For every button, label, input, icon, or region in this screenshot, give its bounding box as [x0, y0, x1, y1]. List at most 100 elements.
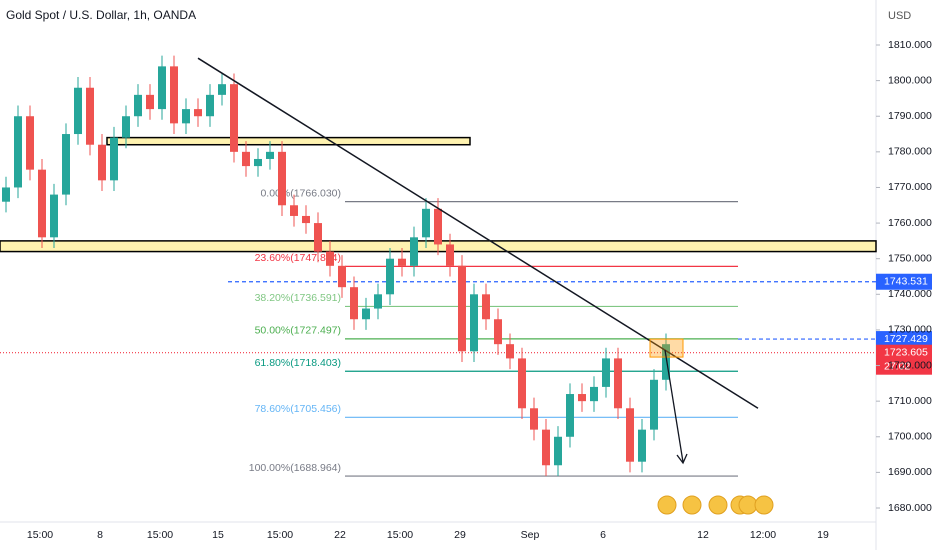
- y-tick-label: 1680.000: [888, 502, 932, 514]
- fib-label: 0.00%(1766.030): [260, 187, 341, 199]
- candle-body: [266, 151, 274, 159]
- y-tick-label: 1730.000: [888, 324, 932, 336]
- candle-body: [410, 237, 418, 266]
- candle-body: [554, 436, 562, 466]
- y-tick-label: 1770.000: [888, 181, 932, 193]
- candle-body: [14, 116, 22, 188]
- candle-body: [74, 87, 82, 135]
- x-tick-label: 29: [454, 529, 466, 541]
- candle-body: [638, 429, 646, 462]
- price-badge-label: 1743.531: [884, 276, 928, 288]
- candle-body: [98, 144, 106, 181]
- candle-body: [662, 344, 670, 380]
- candle-body: [230, 84, 238, 152]
- y-tick-label: 1760.000: [888, 217, 932, 229]
- fib-label: 61.80%(1718.403): [255, 357, 341, 369]
- fib-label: 23.60%(1747.844): [255, 252, 341, 264]
- event-icon[interactable]: [738, 495, 758, 515]
- x-tick-label: 12:00: [750, 529, 776, 541]
- candle-body: [482, 294, 490, 320]
- event-icon[interactable]: [754, 495, 774, 515]
- candle-body: [2, 187, 10, 202]
- candle-body: [122, 116, 130, 138]
- candle-body: [578, 394, 586, 402]
- x-tick-label: 15:00: [267, 529, 293, 541]
- candle-body: [242, 151, 250, 167]
- x-tick-label: Sep: [521, 529, 540, 541]
- x-tick-label: 6: [600, 529, 606, 541]
- candle-body: [158, 66, 166, 110]
- candle-body: [218, 84, 226, 95]
- x-tick-label: 15: [212, 529, 224, 541]
- event-icon[interactable]: [657, 495, 677, 515]
- candle-body: [302, 215, 310, 224]
- y-tick-label: 1710.000: [888, 395, 932, 407]
- candle-body: [566, 394, 574, 437]
- x-tick-label: 15:00: [387, 529, 413, 541]
- candle-body: [26, 116, 34, 170]
- arrow-shaft: [664, 349, 684, 463]
- candle-body: [446, 244, 454, 266]
- price-badge-label: 1727.429: [884, 333, 928, 345]
- candle-body: [626, 408, 634, 462]
- y-tick-label: 1790.000: [888, 110, 932, 122]
- target-box: [649, 338, 684, 358]
- event-icon[interactable]: [708, 495, 728, 515]
- candle-body: [50, 194, 58, 238]
- fib-label: 50.00%(1727.497): [255, 325, 341, 337]
- x-tick-label: 22: [334, 529, 346, 541]
- price-badge: [876, 331, 932, 348]
- y-tick-label: 1740.000: [888, 288, 932, 300]
- candle-body: [314, 223, 322, 252]
- candle-body: [530, 408, 538, 430]
- candle-body: [494, 319, 502, 345]
- price-badge: [876, 344, 932, 375]
- fib-label: 78.60%(1705.456): [255, 403, 341, 415]
- candle-body: [350, 287, 358, 320]
- fib-label: 38.20%(1736.591): [255, 292, 341, 304]
- event-icon[interactable]: [682, 495, 702, 515]
- y-tick-label: 1810.000: [888, 39, 932, 51]
- candle-body: [362, 308, 370, 320]
- y-tick-label: 1800.000: [888, 74, 932, 86]
- chart-title: Gold Spot / U.S. Dollar, 1h, OANDA: [6, 8, 196, 22]
- price-badge: [876, 273, 932, 290]
- y-tick-label: 1780.000: [888, 146, 932, 158]
- currency-label: USD: [888, 10, 911, 22]
- candle-body: [254, 158, 262, 167]
- candle-body: [542, 429, 550, 466]
- event-icons[interactable]: [657, 495, 774, 515]
- y-tick-label: 1700.000: [888, 431, 932, 443]
- candle-body: [422, 208, 430, 238]
- candle-body: [62, 134, 70, 195]
- candle-body: [590, 386, 598, 402]
- candle-body: [134, 94, 142, 117]
- price-badge-label: 1723.605: [884, 346, 928, 358]
- x-tick-label: 8: [97, 529, 103, 541]
- candle-body: [398, 258, 406, 266]
- candle-body: [374, 294, 382, 309]
- y-tick-label: 1690.000: [888, 466, 932, 478]
- candle-body: [518, 358, 526, 409]
- x-tick-label: 15:00: [147, 529, 173, 541]
- candle-body: [386, 258, 394, 295]
- candle-body: [290, 205, 298, 216]
- x-tick-label: 19: [817, 529, 829, 541]
- trendline: [197, 57, 759, 409]
- y-tick-label: 1720.000: [888, 359, 932, 371]
- candle-body: [278, 151, 286, 206]
- x-tick-label: 15:00: [27, 529, 53, 541]
- candle-body: [434, 208, 442, 245]
- candle-body: [194, 109, 202, 117]
- candle-body: [338, 265, 346, 288]
- candle-body: [614, 358, 622, 409]
- candle-body: [458, 265, 466, 352]
- candle-body: [206, 94, 214, 117]
- candle-body: [110, 137, 118, 181]
- countdown-label: 27:02: [884, 360, 910, 372]
- candle-body: [170, 66, 178, 124]
- y-tick-label: 1750.000: [888, 252, 932, 264]
- candle-body: [602, 358, 610, 387]
- candle-body: [470, 294, 478, 352]
